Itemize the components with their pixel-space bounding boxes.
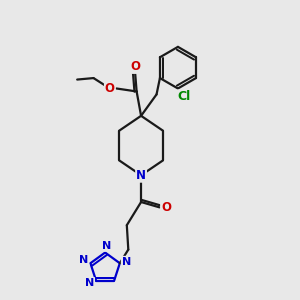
Text: N: N <box>79 255 88 265</box>
Text: N: N <box>85 278 94 288</box>
Text: O: O <box>161 201 171 214</box>
Text: N: N <box>102 241 111 251</box>
Text: O: O <box>105 82 115 95</box>
Text: N: N <box>136 169 146 182</box>
Text: O: O <box>130 60 140 73</box>
Text: Cl: Cl <box>178 90 191 103</box>
Text: N: N <box>122 257 131 267</box>
